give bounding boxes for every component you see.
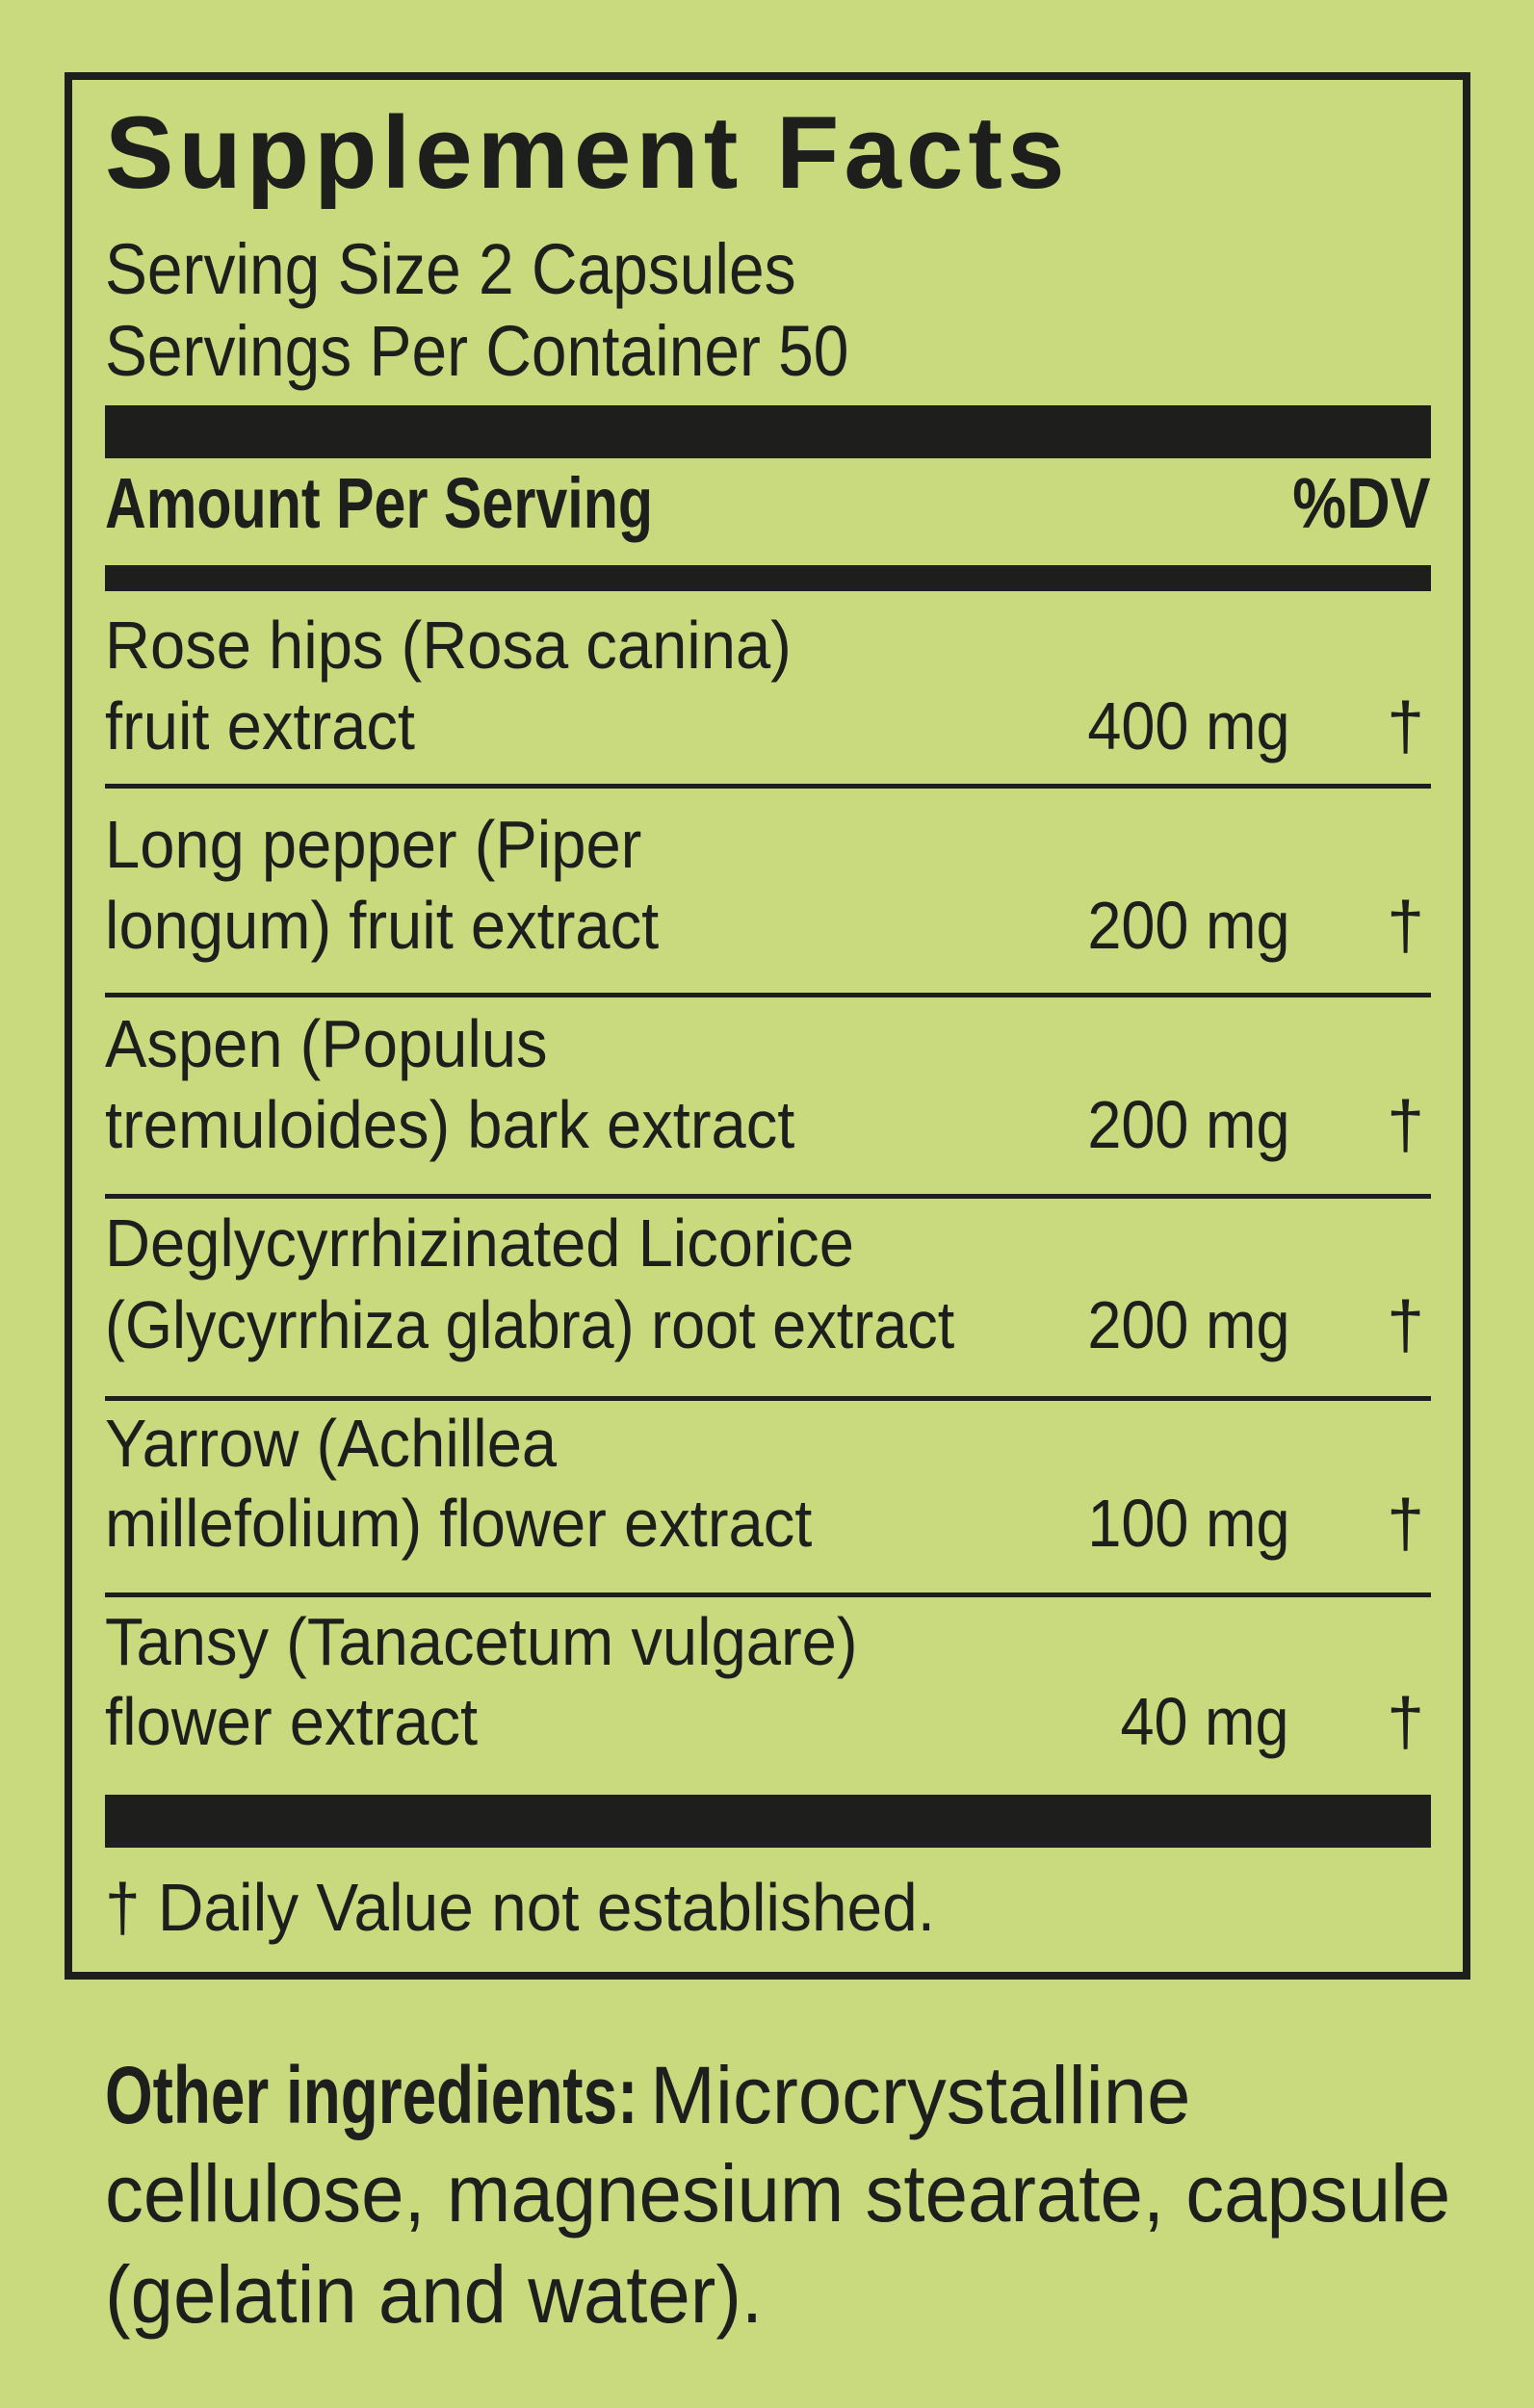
ingredient-name-line2: millefolium) flower extract xyxy=(105,1486,813,1561)
servings-per-container: Servings Per Container 50 xyxy=(105,311,849,391)
other-ingredients-line2: cellulose, magnesium stearate, capsule xyxy=(105,2148,1451,2239)
ingredient-name-line1: Rose hips (Rosa canina) xyxy=(105,608,792,683)
row-divider xyxy=(105,1592,1431,1597)
ingredient-amount: 200 mg xyxy=(1086,888,1289,963)
ingredient-amount: 400 mg xyxy=(1086,688,1289,764)
dagger-icon: † xyxy=(1387,1684,1424,1759)
dagger-icon: † xyxy=(1387,1287,1424,1362)
dv-header: %DV xyxy=(1292,463,1431,543)
amount-per-serving-header: Amount Per Serving xyxy=(105,463,654,543)
ingredient-name-line2: tremuloides) bark extract xyxy=(105,1087,795,1162)
other-ingredients-line1: Other ingredients: Microcrystalline xyxy=(105,2055,1208,2136)
ingredient-name-line1: Yarrow (Achillea xyxy=(105,1406,558,1481)
dagger-icon: † xyxy=(1387,688,1424,764)
ingredient-amount: 40 mg xyxy=(1120,1684,1289,1759)
other-ingredients-line3: (gelatin and water). xyxy=(105,2249,764,2340)
dagger-icon: † xyxy=(1387,1087,1424,1162)
thick-divider xyxy=(105,1795,1431,1848)
row-divider xyxy=(105,993,1431,997)
footnote: † Daily Value not established. xyxy=(105,1870,936,1945)
row-divider xyxy=(105,784,1431,789)
ingredient-amount: 100 mg xyxy=(1086,1486,1289,1561)
ingredient-name-line1: Long pepper (Piper xyxy=(105,807,642,882)
other-ingredients-label: Other ingredients: xyxy=(105,2050,638,2140)
medium-divider xyxy=(105,565,1431,591)
ingredient-name-line1: Aspen (Populus xyxy=(105,1006,548,1081)
row-divider xyxy=(105,1194,1431,1199)
dagger-icon: † xyxy=(1387,888,1424,963)
ingredient-name-line2: fruit extract xyxy=(105,688,415,764)
ingredient-name-line2: longum) fruit extract xyxy=(105,888,660,963)
serving-size: Serving Size 2 Capsules xyxy=(105,229,796,309)
ingredient-amount: 200 mg xyxy=(1086,1287,1289,1362)
ingredient-name-line2: flower extract xyxy=(105,1684,479,1759)
other-ingredients-text: Microcrystalline xyxy=(650,2050,1191,2140)
ingredient-amount: 200 mg xyxy=(1086,1087,1289,1162)
thick-divider xyxy=(105,405,1431,458)
supplement-facts-panel xyxy=(65,72,1470,1980)
ingredient-name-line2: (Glycyrrhiza glabra) root extract xyxy=(105,1287,955,1362)
ingredient-name-line1: Deglycyrrhizinated Licorice xyxy=(105,1205,854,1281)
row-divider xyxy=(105,1396,1431,1401)
dagger-icon: † xyxy=(1387,1486,1424,1561)
panel-title: Supplement Facts xyxy=(105,94,1070,210)
ingredient-name-line1: Tansy (Tanacetum vulgare) xyxy=(105,1604,858,1679)
